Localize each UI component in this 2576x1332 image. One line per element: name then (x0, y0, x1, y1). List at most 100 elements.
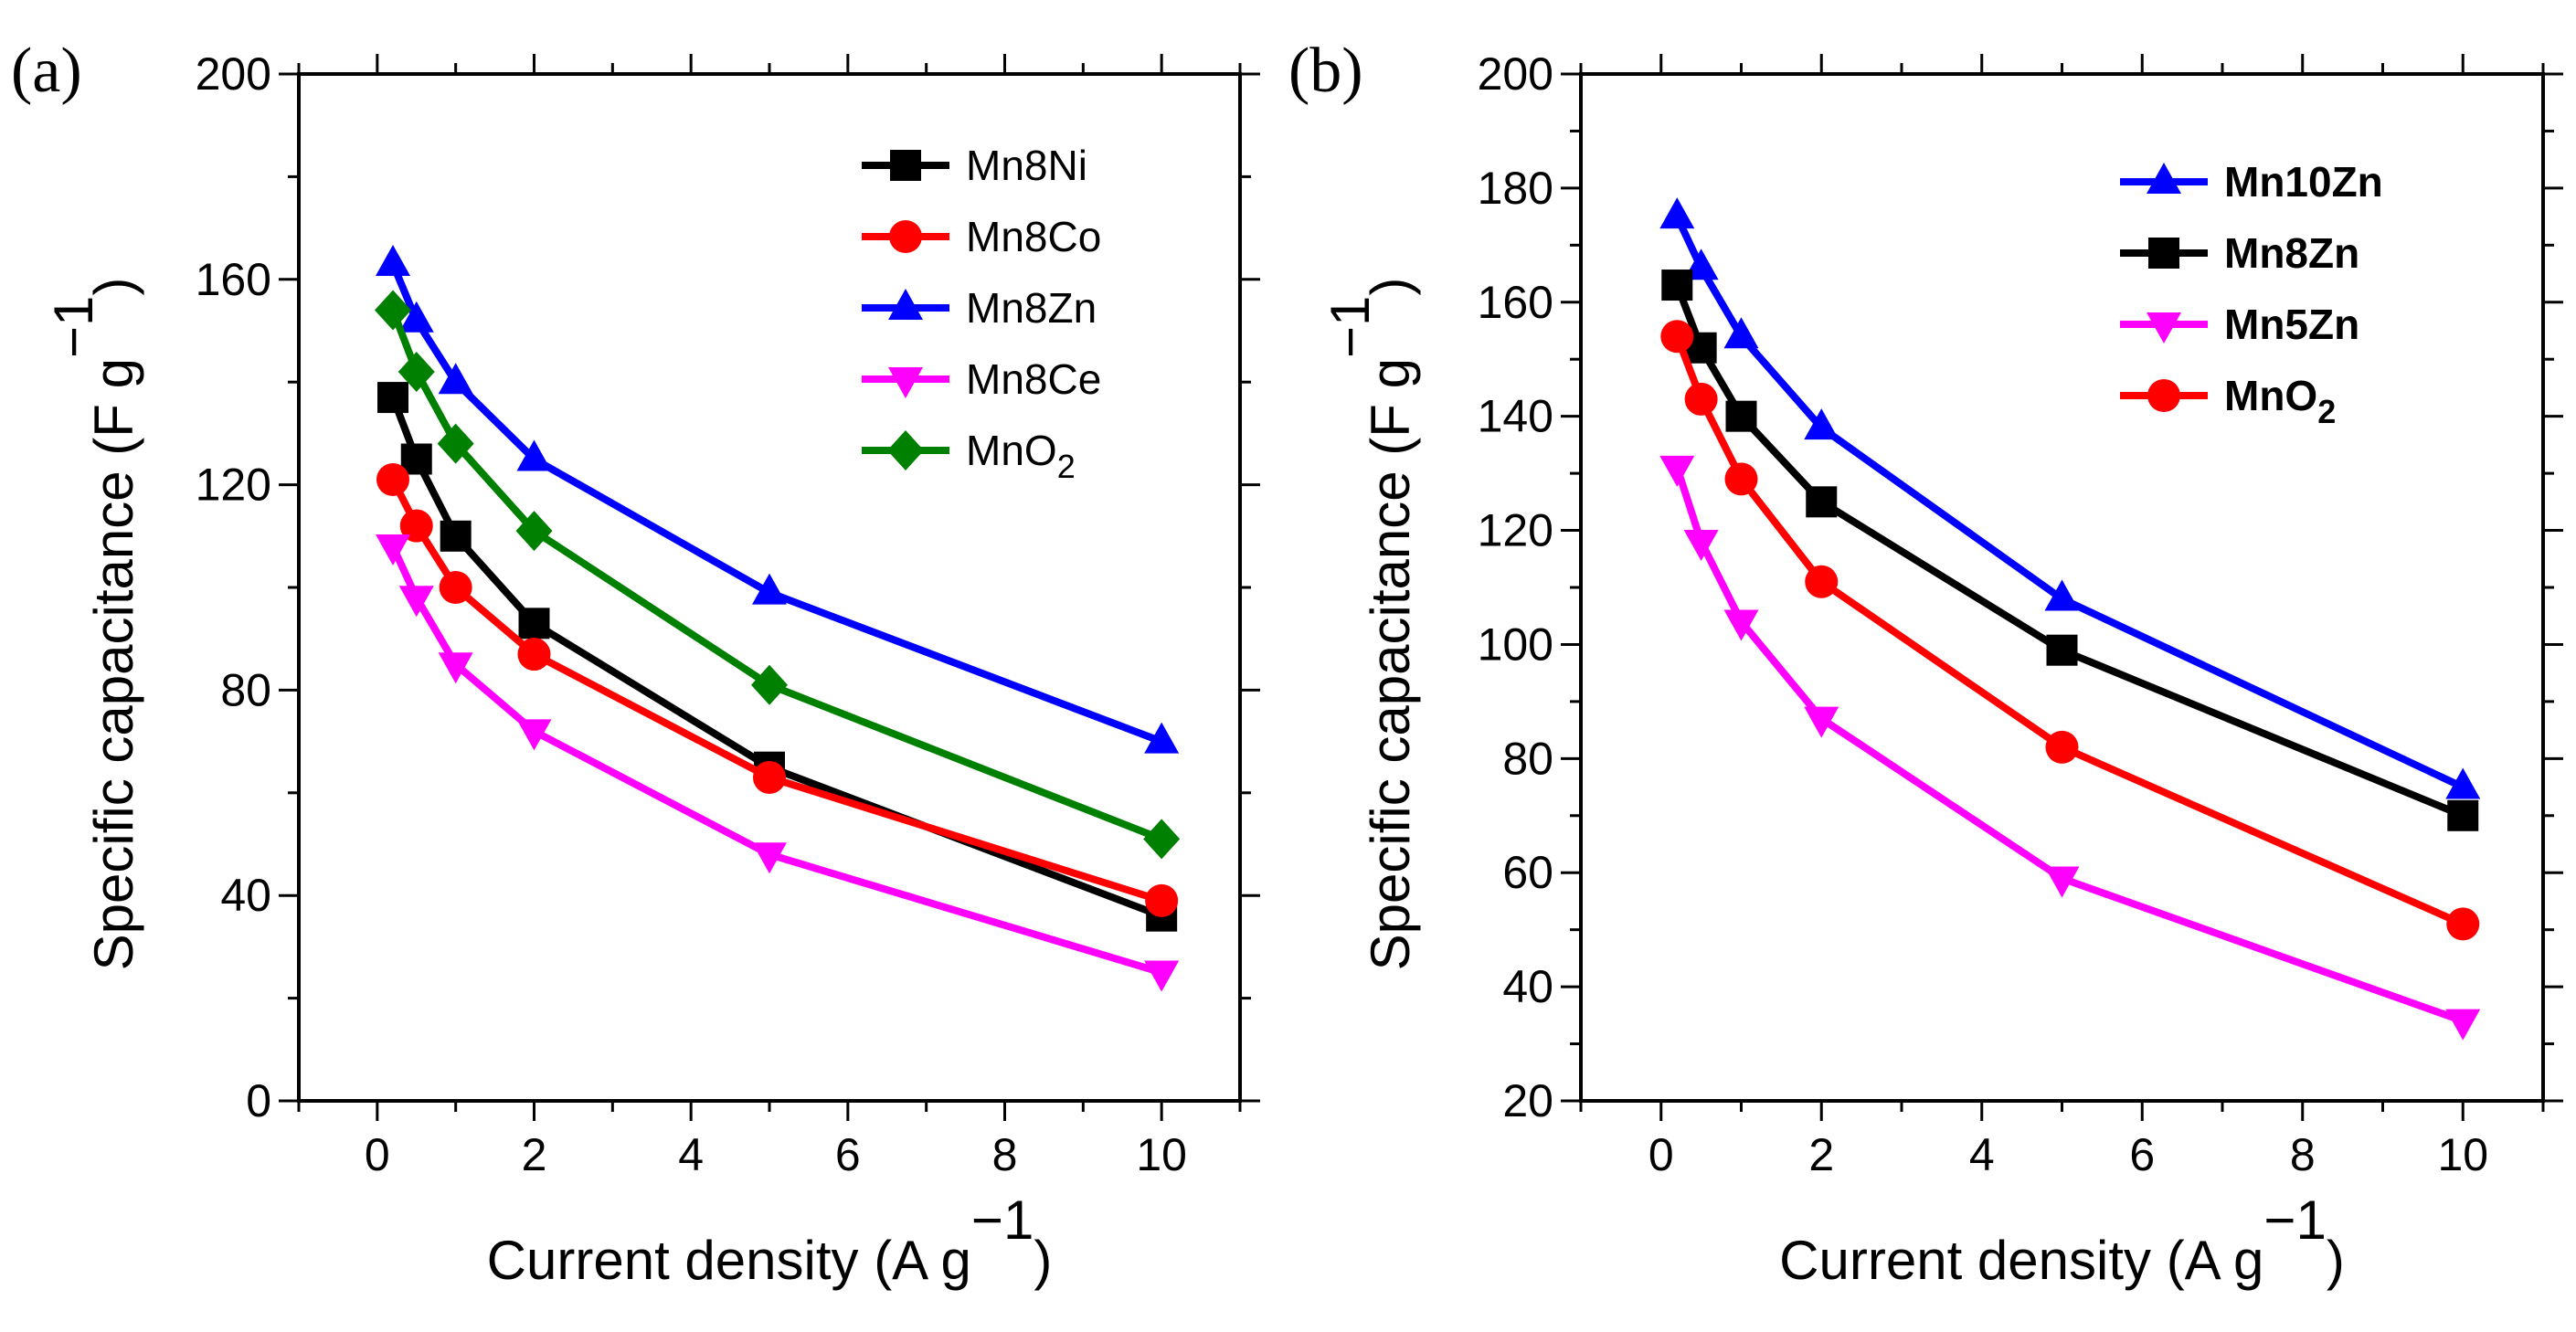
legend-item: MnO2 (2120, 372, 2336, 430)
data-point (752, 573, 787, 605)
y-tick-label: 120 (1478, 505, 1553, 556)
series-mn8co (376, 462, 1179, 917)
legend-label-subscript: 2 (1057, 448, 1076, 485)
series-mno2 (375, 290, 1181, 860)
legend: Mn10Zn Mn8Zn Mn5Zn MnO2 (2120, 158, 2383, 430)
legend-swatch-marker (890, 150, 921, 181)
legend-item: Mn8Zn (2120, 229, 2359, 277)
data-point (1725, 400, 1757, 432)
data-point (1145, 883, 1179, 917)
data-point (517, 638, 551, 671)
y-tick-label: 40 (1502, 961, 1553, 1012)
data-point (377, 382, 408, 414)
data-point (440, 520, 472, 552)
series-mn10zn (1659, 197, 2481, 799)
legend-item: Mn8Zn (862, 284, 1097, 332)
data-point (1143, 819, 1181, 860)
y-axis-label-close: ) (83, 278, 144, 296)
legend-swatch-marker (2147, 312, 2181, 344)
legend-item: Mn8Ce (862, 355, 1101, 403)
legend-label: MnO2 (966, 427, 1076, 485)
legend-label-text: Mn8Ce (966, 355, 1101, 403)
series-line (1673, 334, 2465, 928)
data-point (1724, 462, 1758, 496)
data-point (399, 509, 433, 543)
legend-label: Mn10Zn (2224, 158, 2383, 206)
x-axis: 0 2 4 6 8 10 (297, 54, 1242, 1180)
data-point (1723, 609, 1759, 641)
legend-label-subscript: 2 (2317, 393, 2336, 430)
legend-swatch-marker (887, 430, 924, 470)
data-point (2044, 866, 2080, 898)
y-tick-label: 100 (1478, 618, 1553, 670)
y-axis: 0 40 80 120 160 200 (196, 48, 1260, 1126)
legend-swatch-marker (888, 289, 923, 320)
series-line (1673, 466, 2465, 1025)
x-tick-label: 0 (365, 1129, 390, 1180)
data-point (375, 290, 411, 331)
data-point (438, 363, 473, 395)
y-tick-label: 200 (196, 48, 271, 100)
x-tick-label: 0 (1648, 1129, 1674, 1180)
legend-swatch-marker (2147, 379, 2180, 412)
data-point (2045, 730, 2079, 764)
legend-label: Mn8Ni (966, 142, 1087, 189)
data-point (515, 511, 553, 552)
data-point (376, 534, 410, 566)
data-point (1806, 486, 1838, 518)
legend-label-text: Mn8Zn (966, 284, 1097, 332)
y-axis-label-exponent: −1 (43, 296, 104, 358)
data-point (1659, 455, 1695, 487)
x-tick-label: 8 (992, 1129, 1018, 1180)
series-mno2 (1660, 320, 2480, 941)
y-tick-label: 80 (220, 664, 271, 715)
legend-item: Mn8Co (862, 213, 1101, 260)
data-point (1661, 270, 1693, 301)
series-mn5zn (1659, 455, 2481, 1041)
x-axis-label-exponent: −1 (2263, 1189, 2326, 1251)
x-axis-label-exponent: −1 (971, 1189, 1034, 1251)
y-axis: 20 40 60 80 100 120 140 160 180 200 (1478, 48, 2563, 1126)
series-mn8zn (1661, 270, 2479, 831)
y-tick-label: 160 (196, 254, 271, 305)
data-point (1804, 408, 1839, 440)
legend-item: MnO2 (862, 427, 1076, 485)
x-axis-label: Current density (A g−1) (487, 1189, 1053, 1291)
series-mn8zn (376, 244, 1180, 754)
legend-label: MnO2 (2224, 372, 2336, 430)
data-point (1805, 565, 1839, 598)
x-tick-label: 2 (1808, 1129, 1834, 1180)
y-axis-label-text: Specific capacitance (F g (83, 358, 144, 970)
x-tick-label: 2 (522, 1129, 547, 1180)
x-tick-label: 4 (678, 1129, 704, 1180)
legend-label: Mn8Ce (966, 355, 1101, 403)
y-tick-label: 120 (196, 460, 271, 511)
x-axis-label: Current density (A g−1) (1779, 1189, 2345, 1291)
data-point (398, 586, 434, 618)
data-point (376, 462, 409, 496)
legend-swatch-marker (888, 367, 923, 398)
legend-label: Mn8Co (966, 213, 1101, 260)
x-axis-label-text: Current density (A g (487, 1230, 971, 1291)
data-point (1144, 722, 1180, 754)
x-tick-label: 10 (1136, 1129, 1187, 1180)
data-point (439, 571, 472, 604)
y-tick-label: 160 (1478, 277, 1553, 328)
data-point (376, 244, 410, 276)
data-point (438, 652, 473, 684)
y-tick-label: 40 (220, 870, 271, 921)
x-tick-label: 8 (2290, 1129, 2316, 1180)
data-point (1804, 706, 1839, 738)
legend-label-text: MnO (2224, 372, 2317, 419)
y-axis-label: Specific capacitance (F g−1) (1320, 278, 1421, 971)
data-point (516, 439, 552, 471)
legend-swatch-marker (2147, 163, 2181, 194)
series-line (389, 396, 1163, 920)
x-axis-label-close: ) (2327, 1230, 2345, 1291)
y-tick-label: 60 (1502, 847, 1553, 898)
data-point (753, 760, 786, 794)
legend-label: Mn8Zn (966, 284, 1097, 332)
x-tick-label: 10 (2437, 1129, 2488, 1180)
data-point (752, 842, 787, 874)
